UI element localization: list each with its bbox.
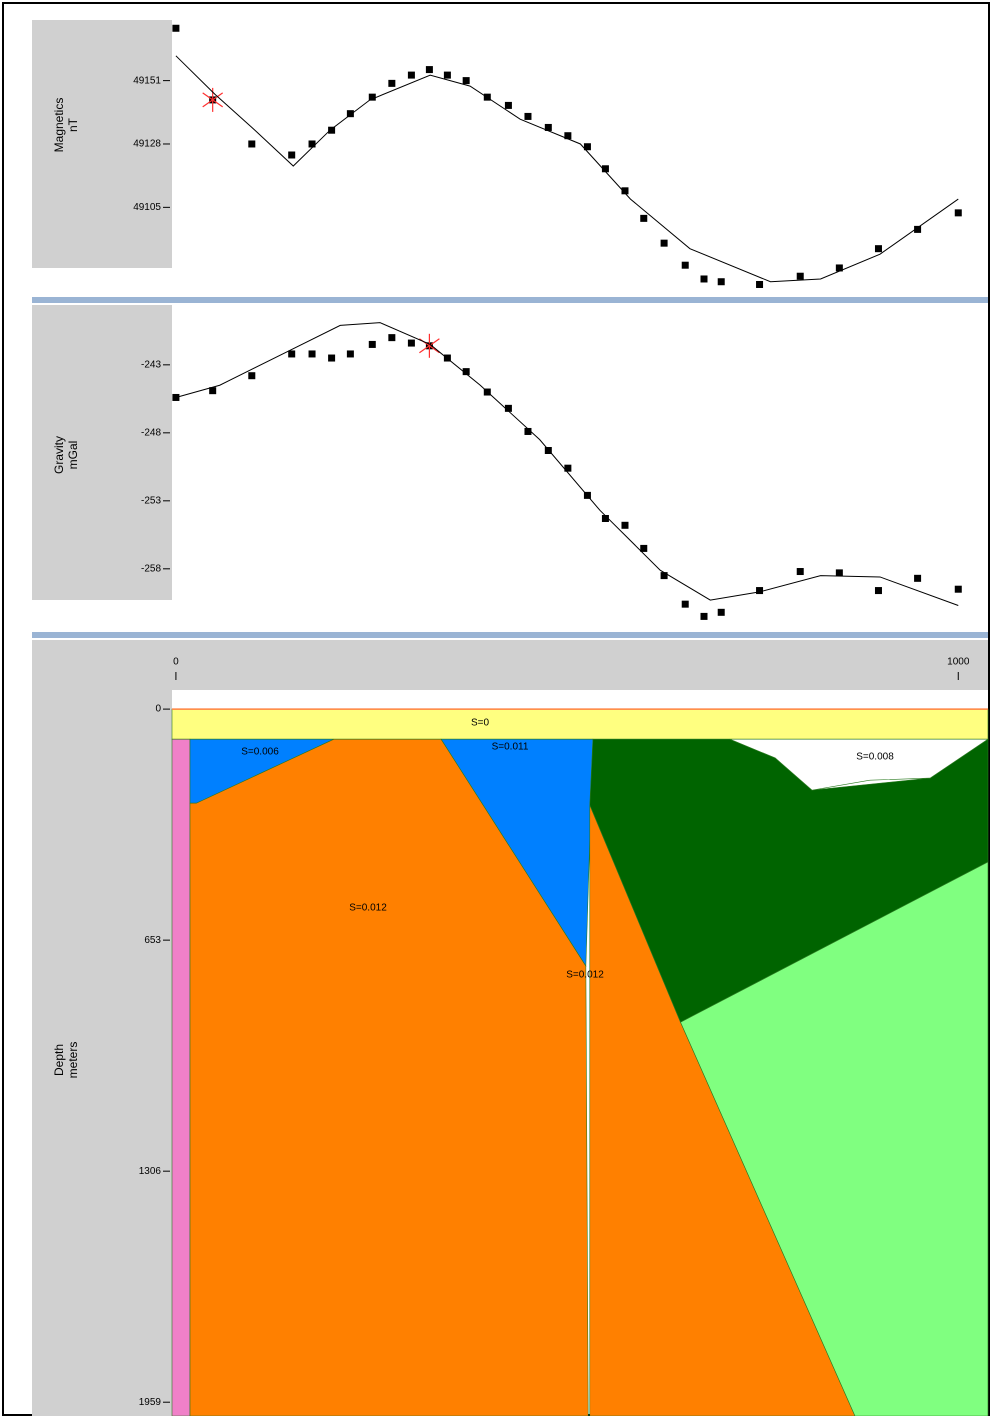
y-tick-label: -253 — [141, 495, 161, 506]
observed-point — [308, 350, 316, 358]
body-label: S=0.008 — [856, 752, 894, 763]
observed-point — [681, 261, 689, 269]
observed-point — [601, 165, 609, 173]
y-tick-label: 653 — [144, 935, 161, 946]
model-body — [729, 738, 989, 791]
observed-point — [524, 427, 532, 435]
panel-separator — [32, 297, 988, 303]
star-stroke — [419, 338, 440, 354]
observed-point — [601, 514, 609, 522]
observed-point — [462, 77, 470, 85]
x-tick-label: 1000 — [947, 657, 970, 668]
observed-point — [425, 66, 433, 74]
observed-point — [835, 264, 843, 272]
calculated-curve — [175, 55, 959, 283]
observed-point — [388, 79, 396, 87]
star-stroke — [202, 92, 224, 108]
observed-point — [796, 272, 804, 280]
observed-point — [248, 372, 256, 380]
observed-point — [308, 140, 316, 148]
observed-point — [564, 464, 572, 472]
observed-point — [914, 225, 922, 233]
observed-point — [700, 612, 708, 620]
y-tick-label: 1306 — [139, 1166, 162, 1177]
observed-point — [874, 587, 882, 595]
panel-separator — [32, 632, 988, 638]
y-tick-label: -243 — [141, 359, 161, 370]
observed-point — [328, 126, 336, 134]
y-tick-label: 1959 — [139, 1397, 162, 1408]
observed-point — [288, 350, 296, 358]
observed-point — [796, 568, 804, 576]
observed-point — [914, 574, 922, 582]
y-tick-label: 0 — [155, 704, 161, 715]
y-tick-label: -258 — [141, 563, 161, 574]
observed-point — [328, 354, 336, 362]
observed-point — [407, 339, 415, 347]
observed-point — [756, 587, 764, 595]
y-tick-label: 49105 — [133, 202, 161, 213]
observed-point — [504, 101, 512, 109]
observed-point — [172, 24, 180, 32]
observed-point — [717, 278, 725, 286]
model-body — [440, 738, 594, 967]
observed-point — [462, 368, 470, 376]
axis-title: meters — [66, 1042, 80, 1079]
label-column — [32, 20, 172, 268]
y-tick-label: 49128 — [133, 139, 161, 150]
observed-point — [407, 71, 415, 79]
y-tick-label: 49151 — [133, 75, 161, 86]
x-tick-label: 0 — [173, 657, 179, 668]
observed-point — [874, 245, 882, 253]
observed-point — [717, 608, 725, 616]
observed-point — [248, 140, 256, 148]
observed-point — [368, 340, 376, 348]
axis-title: Magnetics — [52, 98, 66, 153]
observed-point — [756, 280, 764, 288]
body-label: S=0.006 — [241, 747, 279, 758]
model-body — [171, 708, 989, 740]
model-body — [171, 738, 191, 1417]
label-column — [32, 640, 172, 1416]
model-body — [189, 738, 589, 1417]
observed-point — [681, 600, 689, 608]
observed-point — [621, 187, 629, 195]
observed-point — [660, 572, 668, 580]
y-tick-label: -248 — [141, 427, 161, 438]
calculated-curve — [175, 322, 959, 606]
observed-point — [544, 447, 552, 455]
observed-point — [288, 151, 296, 159]
axis-title: nT — [66, 117, 80, 132]
observed-point — [368, 93, 376, 101]
axis-title: Depth — [52, 1044, 66, 1076]
observed-point — [640, 214, 648, 222]
observed-point — [346, 350, 354, 358]
body-label: S=0.012 — [349, 903, 387, 914]
observed-point — [346, 110, 354, 118]
x-axis-strip — [172, 640, 988, 690]
observed-point — [504, 404, 512, 412]
observed-point — [524, 112, 532, 120]
observed-point — [640, 544, 648, 552]
observed-point — [564, 132, 572, 140]
axis-title: mGal — [66, 441, 80, 470]
body-label: S=0.012 — [566, 970, 604, 981]
body-label: S=0 — [471, 718, 490, 729]
observed-point — [700, 275, 708, 283]
axis-title: Gravity — [52, 436, 66, 474]
observed-point — [388, 334, 396, 342]
observed-point — [443, 71, 451, 79]
body-label: S=0.011 — [492, 742, 529, 753]
observed-point — [660, 239, 668, 247]
observed-point — [621, 521, 629, 529]
observed-point — [583, 143, 591, 151]
observed-point — [209, 387, 217, 395]
observed-point — [544, 123, 552, 131]
label-column — [32, 305, 172, 600]
observed-point — [954, 209, 962, 217]
observed-point — [835, 569, 843, 577]
observed-point — [954, 585, 962, 593]
